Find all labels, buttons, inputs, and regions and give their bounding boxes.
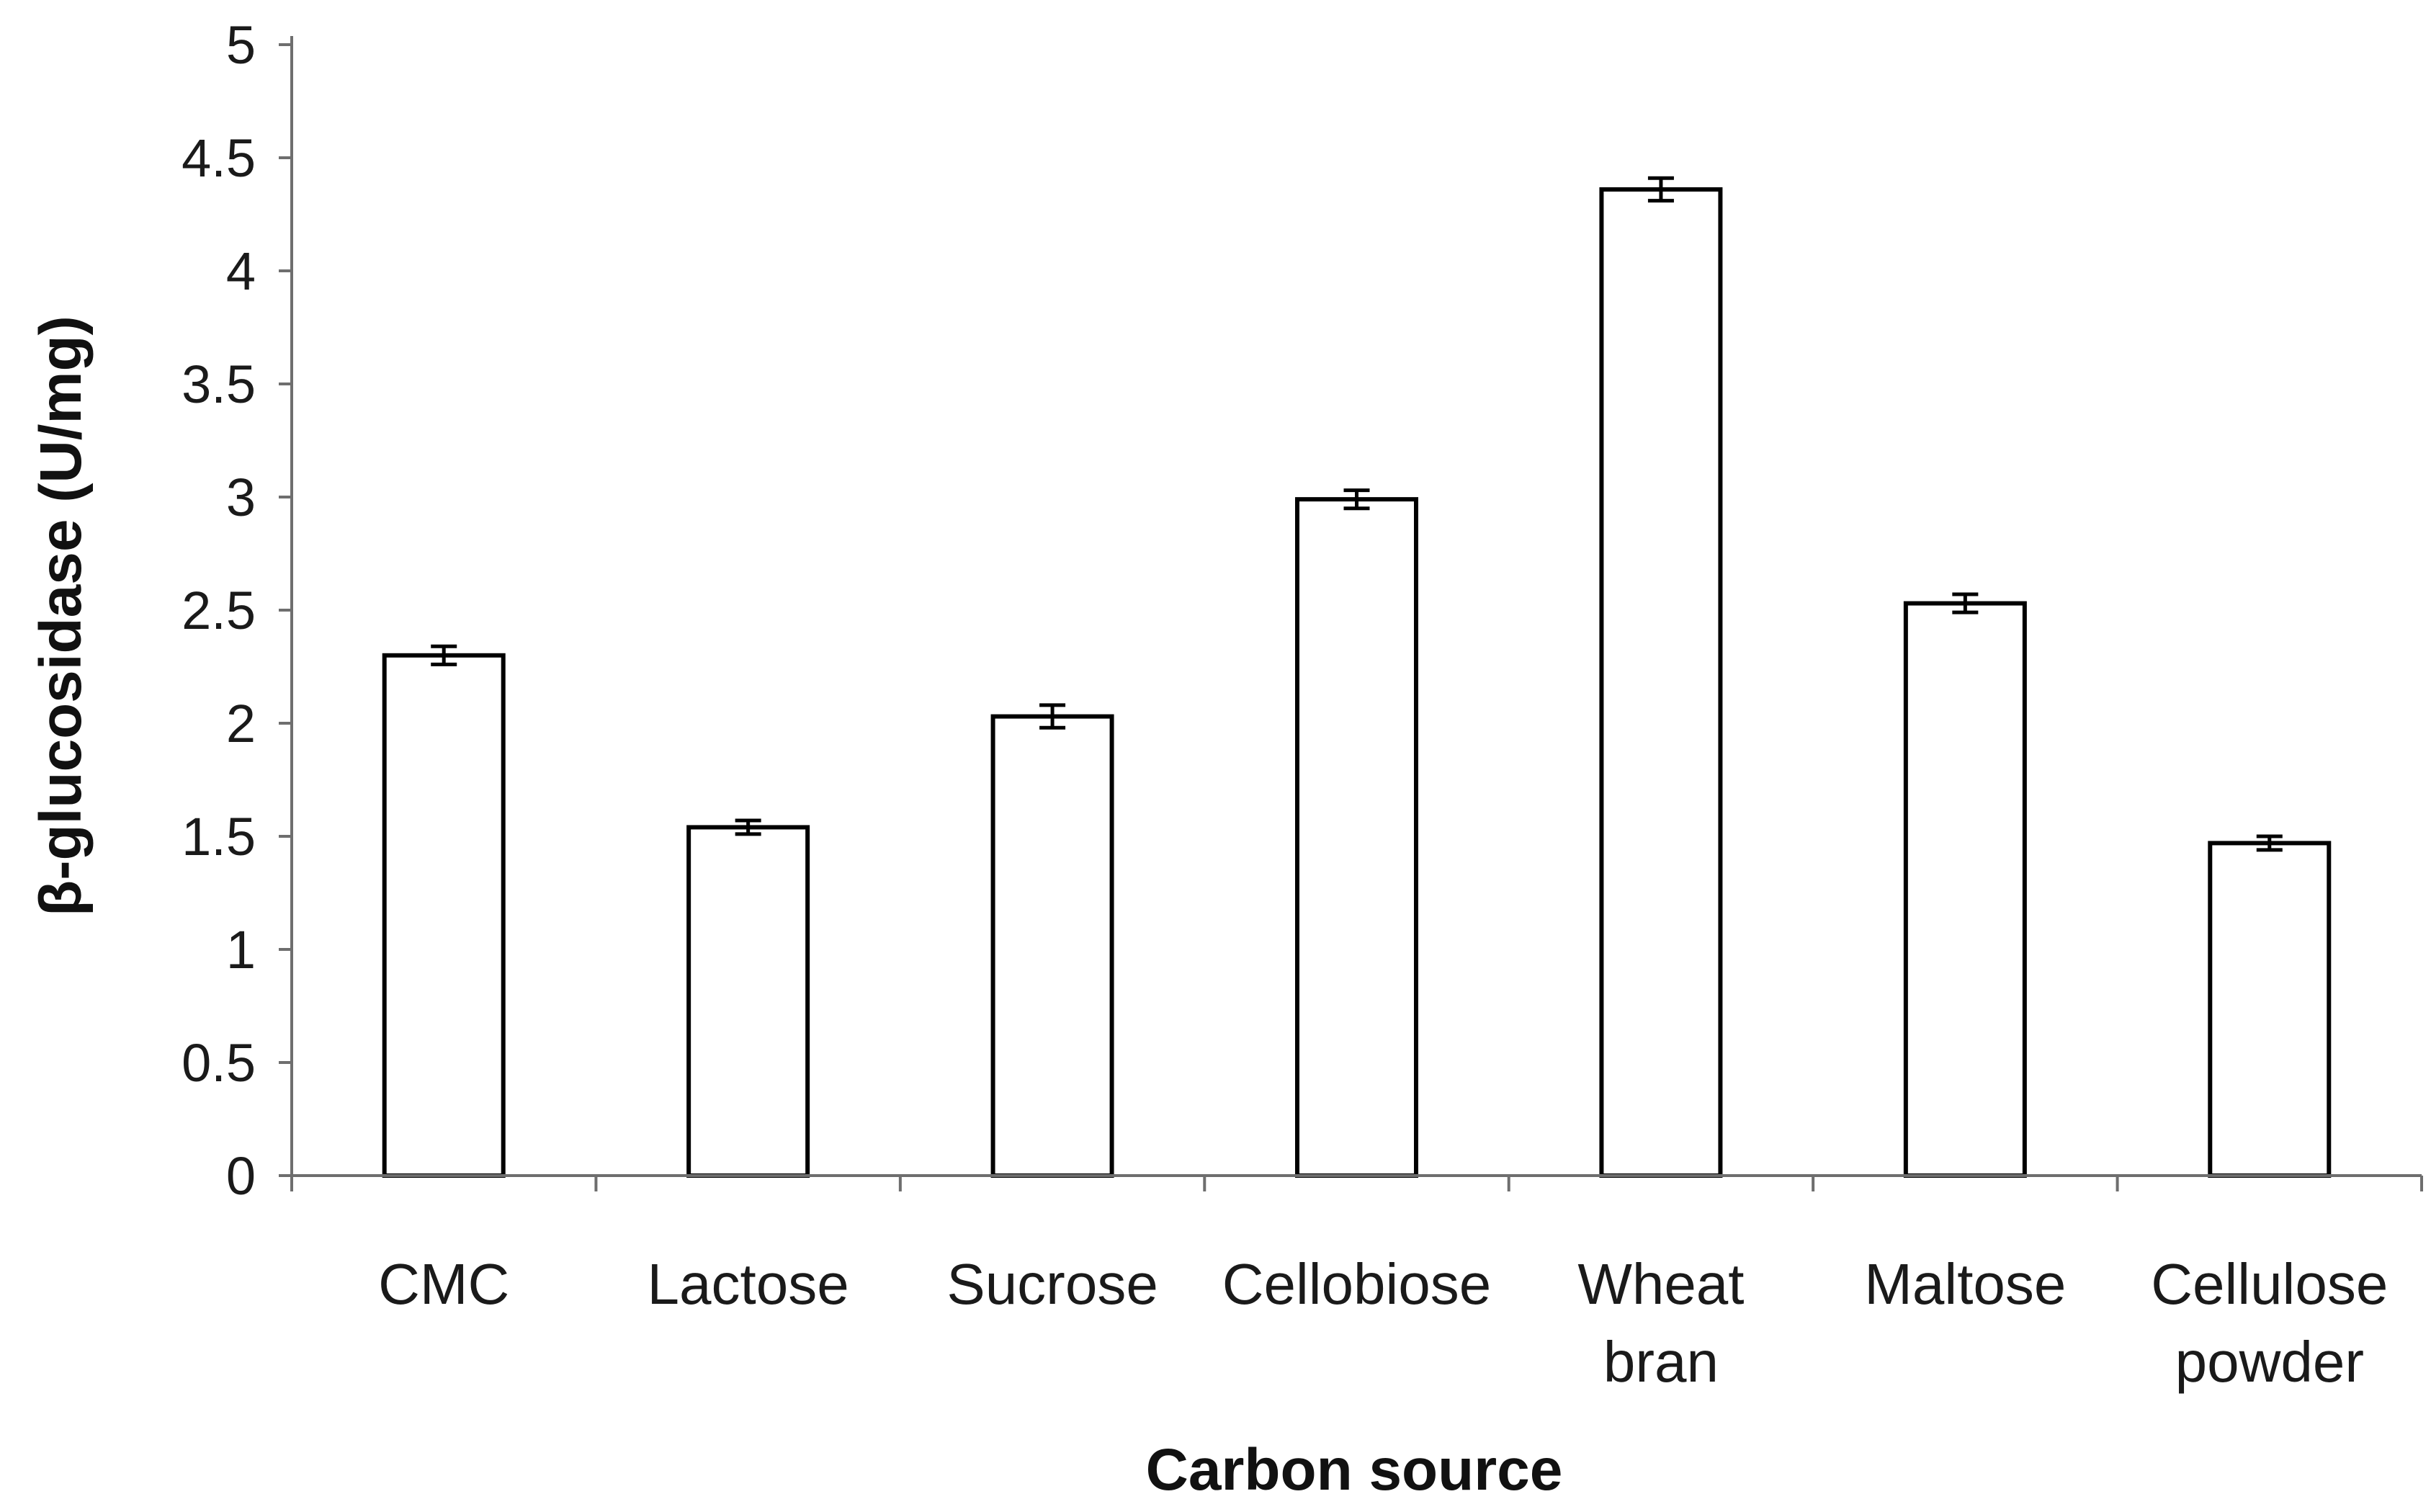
bar [1903, 601, 2027, 1178]
y-tick-label: 5 [226, 15, 256, 75]
y-tick-label: 0 [226, 1146, 256, 1206]
x-category-label: bran [1603, 1330, 1719, 1394]
y-tick-label: 0.5 [182, 1033, 256, 1093]
x-category-label: Lactose [648, 1252, 849, 1316]
x-axis-title: Carbon source [1146, 1437, 1563, 1503]
x-category-label: Maltose [1864, 1252, 2066, 1316]
axes [290, 36, 2423, 1191]
x-category-label: Cellulose [2151, 1252, 2388, 1316]
y-tick-label: 4 [226, 241, 256, 301]
y-tick-label: 3.5 [182, 354, 256, 414]
bar [2208, 841, 2332, 1178]
x-axis-category-labels: CMC Lactose Sucrose Cellobiose Wheat bran Malt… [378, 1252, 2388, 1394]
x-category-label: Wheat [1577, 1252, 1744, 1316]
bar [990, 714, 1114, 1178]
error-bars [431, 176, 2283, 852]
y-axis-ticks: 0 0.5 1 1.5 2 2.5 3 3.5 4 4.5 5 [182, 15, 292, 1206]
bar [382, 653, 506, 1178]
x-category-label: Cellobiose [1222, 1252, 1492, 1316]
y-tick-label: 1 [226, 920, 256, 980]
bar [686, 825, 810, 1178]
x-category-label: powder [2175, 1330, 2364, 1394]
bar [1599, 187, 1723, 1178]
y-tick-label: 4.5 [182, 128, 256, 188]
y-axis-title: β-glucosidase (U/mg) [28, 316, 94, 916]
y-tick-label: 1.5 [182, 807, 256, 867]
y-tick-label: 2.5 [182, 581, 256, 640]
x-category-label: Sucrose [946, 1252, 1158, 1316]
bar [1295, 497, 1418, 1178]
y-tick-label: 2 [226, 694, 256, 753]
bars [382, 187, 2332, 1178]
y-tick-label: 3 [226, 468, 256, 527]
x-category-label: CMC [378, 1252, 509, 1316]
